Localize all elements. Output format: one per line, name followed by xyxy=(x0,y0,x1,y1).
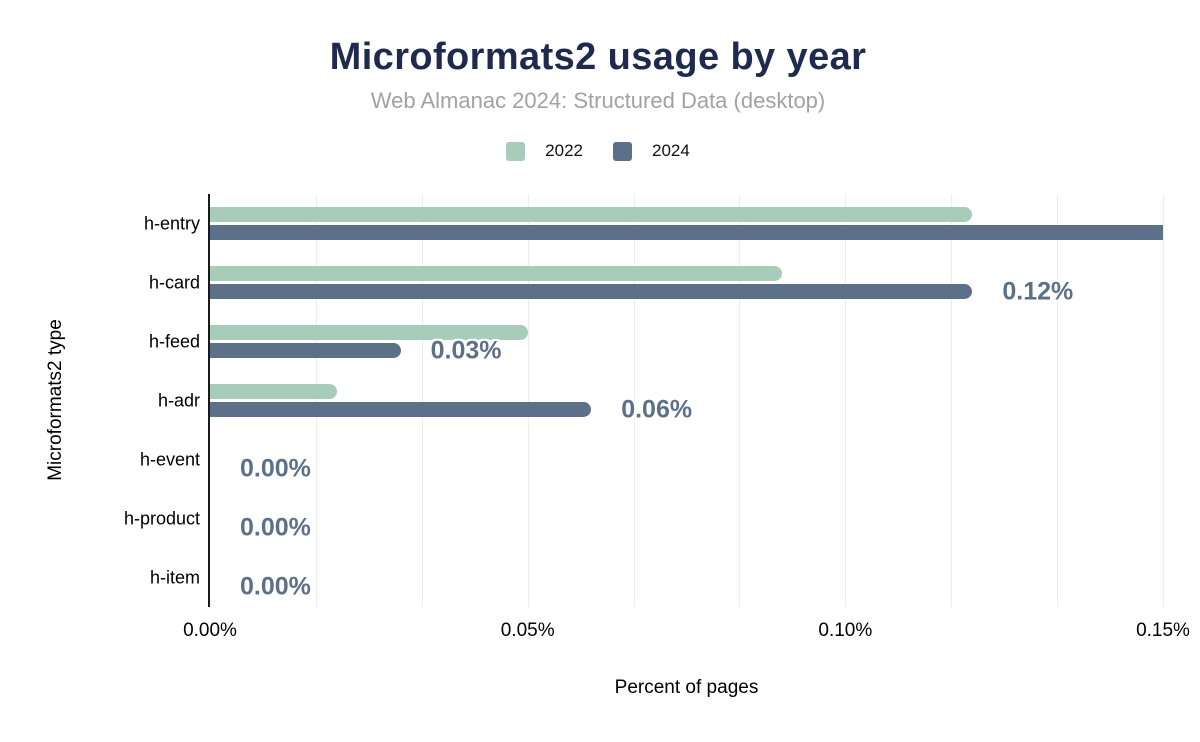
bar-2022-h-entry xyxy=(210,207,973,222)
category-label: h-product xyxy=(123,508,200,528)
gridline xyxy=(951,194,953,607)
value-annotation: 0.00% xyxy=(240,572,311,600)
value-annotation: 0.00% xyxy=(240,513,311,541)
chart-title: Microformats2 usage by year xyxy=(329,36,867,78)
bar-2022-h-card xyxy=(210,266,782,281)
value-annotation: 0.06% xyxy=(621,395,693,423)
legend-swatch-2022 xyxy=(506,141,526,161)
x-tick-label: 0.05% xyxy=(500,620,555,641)
bar-row: 0.00% xyxy=(210,430,1163,489)
gridline xyxy=(315,194,317,607)
category-label: h-entry xyxy=(143,213,200,233)
legend: 2022 2024 xyxy=(0,139,1196,163)
legend-label-2022: 2022 xyxy=(545,141,583,160)
value-annotation: 0.03% xyxy=(430,336,502,364)
bar-2024-h-card xyxy=(210,284,973,299)
bar-row: 0.00% xyxy=(210,489,1163,548)
x-tick-label: 0.15% xyxy=(1136,620,1190,641)
bar-2022-h-adr xyxy=(210,384,338,399)
x-axis-ticks: 0.00% 0.05% 0.10% 0.15% xyxy=(183,620,1190,644)
bar-row: 0.03% xyxy=(210,312,1163,371)
category-label: h-card xyxy=(148,272,200,292)
value-annotation: 0.00% xyxy=(240,454,311,482)
category-label: h-adr xyxy=(157,390,200,410)
x-axis-title: Percent of pages xyxy=(614,677,759,698)
gridline xyxy=(633,194,635,607)
chart-subtitle: Web Almanac 2024: Structured Data (deskt… xyxy=(370,88,826,113)
plot-area: 0.12% 0.03% 0.06% 0.00% 0.00% 0.00% xyxy=(208,194,1164,607)
legend-label-2024: 2024 xyxy=(652,141,690,160)
gridline xyxy=(421,194,423,607)
y-axis-line xyxy=(208,194,210,607)
gridline xyxy=(845,194,847,607)
gridline xyxy=(1057,194,1059,607)
bar-2024-h-entry xyxy=(210,225,1163,240)
x-tick-label: 0.00% xyxy=(183,620,237,641)
gridline xyxy=(1163,194,1164,607)
value-annotation: 0.12% xyxy=(1002,277,1074,305)
bar-2024-h-adr xyxy=(210,402,592,417)
category-axis: h-entry h-card h-feed h-adr h-event h-product… xyxy=(0,194,200,607)
category-label: h-feed xyxy=(148,331,200,351)
gridline xyxy=(527,194,529,607)
gridline xyxy=(739,194,741,607)
bar-row: 0.06% xyxy=(210,371,1163,430)
bar-row xyxy=(210,194,1163,253)
bar-row: 0.00% xyxy=(210,548,1163,607)
x-tick-label: 0.10% xyxy=(818,620,873,641)
bar-2024-h-feed xyxy=(210,343,401,358)
category-label: h-item xyxy=(149,567,200,587)
legend-swatch-2024 xyxy=(613,141,632,161)
legend-item-2024: 2024 xyxy=(613,141,690,161)
legend-item-2022: 2022 xyxy=(506,141,583,161)
category-label: h-event xyxy=(139,449,200,469)
bar-2022-h-feed xyxy=(210,325,528,340)
bar-row: 0.12% xyxy=(210,253,1163,312)
